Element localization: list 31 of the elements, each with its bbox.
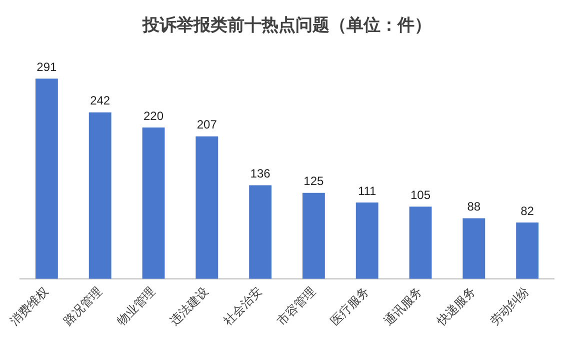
- data-label: 207: [196, 118, 218, 132]
- data-label: 136: [250, 166, 271, 181]
- x-tick-label: 快递服务: [434, 284, 478, 329]
- x-tick-label: 消费维权: [7, 284, 52, 328]
- bar: [196, 136, 218, 279]
- x-tick-label: 市容管理: [274, 284, 318, 328]
- bar: [356, 202, 378, 279]
- bar: [142, 127, 165, 279]
- x-tick-label: 通讯服务: [381, 284, 425, 328]
- data-label: 82: [520, 204, 534, 218]
- data-label: 220: [143, 108, 164, 123]
- bar: [302, 192, 325, 279]
- bar: [35, 78, 58, 279]
- bar: [516, 222, 539, 279]
- data-label: 242: [90, 94, 110, 108]
- bar: [462, 218, 486, 279]
- data-label: 105: [410, 188, 431, 202]
- data-label: 291: [36, 60, 58, 74]
- chart-title: 投诉举报类前十热点问题（单位：件）: [142, 16, 432, 35]
- x-tick-label: 违法建设: [167, 284, 212, 328]
- data-label: 88: [467, 200, 481, 214]
- x-tick-label: 劳动纠纷: [488, 284, 532, 328]
- data-label: 125: [304, 174, 324, 188]
- bar: [249, 185, 272, 279]
- x-tick-label: 社会治安: [220, 284, 265, 328]
- x-tick-label: 物业管理: [114, 284, 158, 328]
- x-tick-label: 医疗服务: [328, 284, 372, 328]
- data-label: 111: [358, 184, 377, 198]
- x-tick-label: 路况管理: [60, 284, 104, 328]
- bar: [409, 206, 432, 279]
- bar: [88, 112, 112, 279]
